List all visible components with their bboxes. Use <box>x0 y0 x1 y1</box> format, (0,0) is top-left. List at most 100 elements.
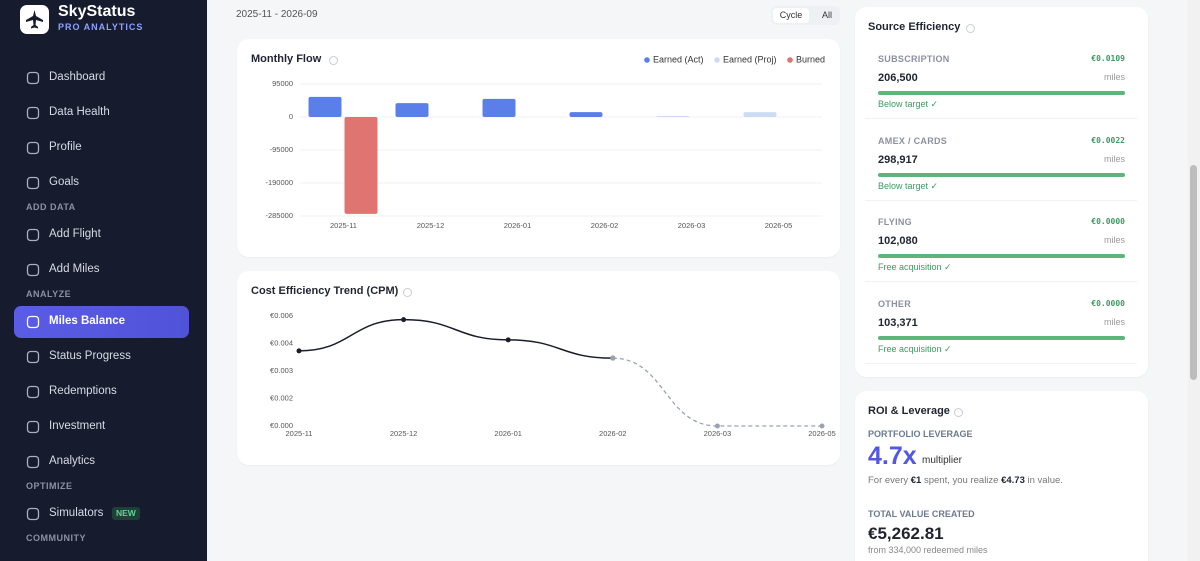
nav-icon <box>26 385 40 399</box>
nav-icon <box>26 263 40 277</box>
nav-item[interactable]: Simulators <box>49 507 104 519</box>
source-item: AMEX / CARDS €0.0022 298,917 miles Below tar… <box>865 126 1137 201</box>
nav-icon <box>26 141 40 155</box>
source-unit: miles <box>1103 72 1125 82</box>
source-item: OTHER €0.0000 103,371 miles Free acquisition… <box>865 289 1137 364</box>
nav-icon <box>26 176 40 190</box>
nav-section: COMMUNITY <box>26 533 86 543</box>
total-value: €5,262.81 <box>868 524 944 543</box>
nav-icon <box>26 350 40 364</box>
source-status: Free acquisition ✓ <box>878 262 952 272</box>
roi-card <box>855 391 1148 561</box>
nav-icon-shape <box>26 420 40 434</box>
info-icon <box>966 24 975 33</box>
nav-section: ADD DATA <box>26 202 76 212</box>
nav-icon-shape <box>26 176 40 190</box>
nav-icon-shape <box>26 71 40 85</box>
nav-icon <box>26 106 40 120</box>
source-status: Below target ✓ <box>878 99 939 109</box>
progress-bar <box>878 91 1125 95</box>
leverage-sentence: For every €1 spent, you realize €4.73 in… <box>868 476 1063 486</box>
source-label: SUBSCRIPTION <box>878 54 950 64</box>
cpm-card <box>237 271 840 465</box>
source-cost: €0.0000 <box>1091 217 1125 226</box>
scrollbar-thumb[interactable] <box>1190 165 1197 380</box>
nav-icon-shape <box>26 507 40 521</box>
brand-subtitle: PRO ANALYTICS <box>58 22 144 32</box>
nav-item[interactable]: Add Miles <box>49 263 100 275</box>
sentence-emphasis: €4.73 <box>1001 475 1025 486</box>
source-item: SUBSCRIPTION €0.0109 206,500 miles Below tar… <box>865 44 1137 119</box>
toggle[interactable]: All <box>821 10 832 20</box>
nav-icon <box>26 228 40 242</box>
source-unit: miles <box>1103 153 1125 164</box>
nav-item[interactable]: Investment <box>49 420 106 432</box>
source-item: FLYING €0.0000 102,080 miles Free acquisitio… <box>865 207 1137 282</box>
source-label: AMEX / CARDS <box>878 135 948 146</box>
nav-icon <box>26 420 40 434</box>
card-title: Monthly Flow <box>251 53 322 65</box>
card-title: ROI & Leverage <box>868 405 950 417</box>
nav-icon-shape <box>26 315 40 329</box>
nav-item[interactable]: Status Progress <box>49 350 131 362</box>
source-miles: 103,371 <box>878 316 918 329</box>
source-unit: miles <box>1103 235 1125 245</box>
total-label: TOTAL VALUE CREATED <box>868 509 975 519</box>
nav-icon-shape <box>26 141 40 155</box>
nav-item[interactable]: Add Flight <box>49 228 101 240</box>
nav-icon-shape <box>26 228 40 242</box>
nav-item[interactable]: Data Health <box>49 106 110 118</box>
source-cost: €0.0000 <box>1091 298 1125 308</box>
nav-icon-shape <box>26 263 40 277</box>
nav-icon-shape <box>26 106 40 120</box>
sentence-text: For every <box>868 475 911 486</box>
progress-bar <box>878 335 1125 340</box>
nav-section: OPTIMIZE <box>26 481 73 491</box>
leverage-unit: multiplier <box>922 455 963 466</box>
nav-item[interactable]: Redemptions <box>49 385 117 397</box>
sentence-text: spent, you realize <box>921 475 1002 486</box>
sentence-emphasis: €1 <box>910 475 922 486</box>
sidebar: SkyStatus PRO ANALYTICS Dashboard Data He… <box>0 0 207 561</box>
info-icon <box>954 408 963 417</box>
leverage-value: 4.7x <box>868 442 917 470</box>
info-icon <box>403 288 412 297</box>
leverage-label: PORTFOLIO LEVERAGE <box>868 429 973 439</box>
logo-icon <box>26 10 43 29</box>
nav-icon <box>26 507 40 521</box>
nav-active-bg[interactable] <box>14 306 189 338</box>
nav-icon-shape <box>26 350 40 364</box>
source-label: OTHER <box>878 298 911 309</box>
toggle[interactable]: Cycle <box>773 8 809 23</box>
nav-item[interactable]: Miles Balance <box>49 315 126 327</box>
source-cost: €0.0022 <box>1091 135 1125 145</box>
scrollbar[interactable] <box>1188 0 1200 561</box>
source-miles: 206,500 <box>878 72 918 84</box>
source-status: Below target ✓ <box>878 180 939 191</box>
source-efficiency-card <box>855 7 1148 377</box>
toggle-group: Cycle All <box>771 6 840 25</box>
source-unit: miles <box>1103 316 1125 327</box>
card-title: Source Efficiency <box>868 21 961 33</box>
nav-item[interactable]: Analytics <box>49 455 96 467</box>
monthly-flow-card <box>237 39 840 257</box>
source-status: Free acquisition ✓ <box>878 343 952 354</box>
nav-badge: NEW <box>112 507 140 520</box>
source-label: FLYING <box>878 217 912 227</box>
nav-section: ANALYZE <box>26 289 72 299</box>
nav-item[interactable]: Goals <box>49 176 80 188</box>
source-miles: 102,080 <box>878 235 918 247</box>
nav-item[interactable]: Dashboard <box>49 71 106 83</box>
nav-icon <box>26 71 40 85</box>
nav-icon-shape <box>26 455 40 469</box>
progress-bar <box>878 172 1125 177</box>
progress-bar <box>878 254 1125 258</box>
nav-icon <box>26 455 40 469</box>
brand-title: SkyStatus <box>58 3 136 20</box>
total-note: from 334,000 redeemed miles <box>868 545 988 555</box>
info-icon <box>329 56 338 65</box>
nav-icon-shape <box>26 385 40 399</box>
date-range: 2025-11 - 2026-09 <box>236 9 318 20</box>
nav-item[interactable]: Profile <box>49 141 82 153</box>
